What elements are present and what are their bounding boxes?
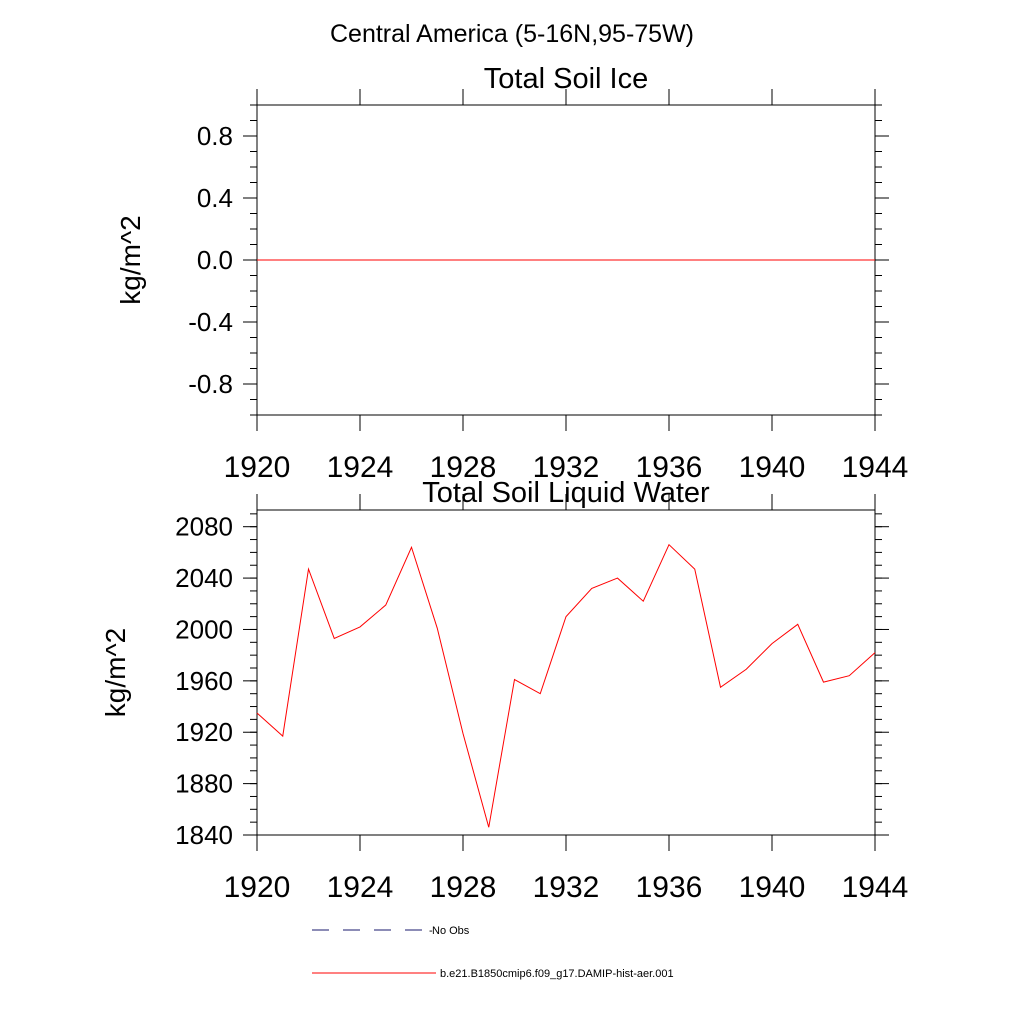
legend: No Obs - b.e21.B1850cmip6.f09_g17.DAMIP-… bbox=[312, 925, 674, 980]
x-tick-label: 1924 bbox=[327, 871, 394, 904]
x-tick-label: 1928 bbox=[430, 871, 497, 904]
x-tick-label: 1932 bbox=[533, 871, 600, 904]
y-tick-label: 0.8 bbox=[197, 121, 233, 151]
x-tick-label: 1940 bbox=[739, 871, 806, 904]
x-tick-label: 1940 bbox=[739, 451, 806, 484]
x-tick-label: 1924 bbox=[327, 451, 394, 484]
x-tick-label: 1936 bbox=[636, 871, 703, 904]
x-tick-label: 1920 bbox=[224, 871, 291, 904]
x-tick-label: 1944 bbox=[842, 451, 909, 484]
x-tick-label: 1928 bbox=[430, 451, 497, 484]
legend-label-no-obs: No Obs bbox=[432, 925, 470, 937]
y-tick-label: 0.4 bbox=[197, 183, 233, 213]
series-line bbox=[256, 543, 876, 828]
y-tick-label: 1960 bbox=[175, 666, 233, 696]
plot-frame bbox=[256, 509, 876, 836]
figure-title: Central America (5-16N,95-75W) bbox=[330, 20, 694, 48]
y-tick-label: 1840 bbox=[175, 820, 233, 850]
x-tick-label: 1932 bbox=[533, 451, 600, 484]
legend-label-model: b.e21.B1850cmip6.f09_g17.DAMIP-hist-aer.… bbox=[440, 968, 674, 980]
y-tick-label: 2080 bbox=[175, 512, 233, 542]
y-tick-label: 1920 bbox=[175, 717, 233, 747]
x-tick-label: 1944 bbox=[842, 871, 909, 904]
legend-dash-prefix: - bbox=[429, 925, 433, 937]
x-tick-label: 1920 bbox=[224, 451, 291, 484]
y-tick-label: -0.8 bbox=[188, 369, 233, 399]
y-axis-label: kg/m^2 bbox=[100, 628, 131, 717]
y-tick-label: 0.0 bbox=[197, 245, 233, 275]
y-tick-label: 2000 bbox=[175, 614, 233, 644]
y-tick-label: 2040 bbox=[175, 563, 233, 593]
x-tick-label: 1936 bbox=[636, 451, 703, 484]
y-tick-label: 1880 bbox=[175, 769, 233, 799]
y-tick-label: -0.4 bbox=[188, 307, 233, 337]
y-axis-label: kg/m^2 bbox=[115, 215, 146, 304]
